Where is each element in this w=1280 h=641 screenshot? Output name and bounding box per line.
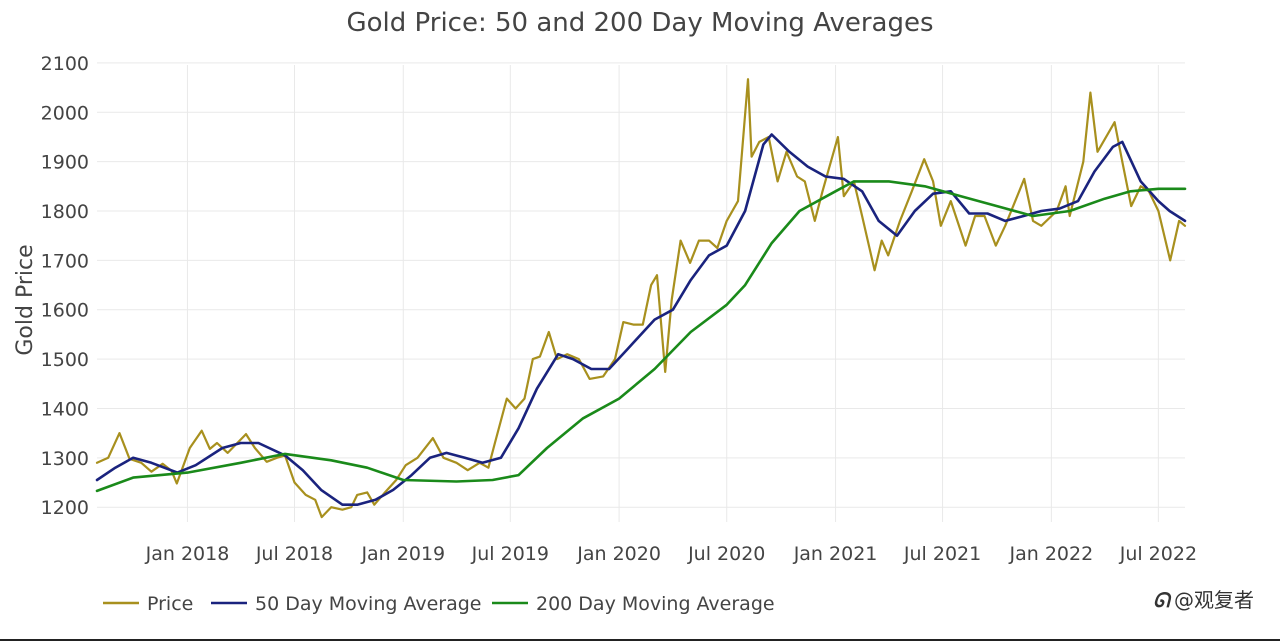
x-axis: Jan 2018 Jul 2018 Jan 2019 Jul 2019 Jan 2020… bbox=[145, 543, 1197, 565]
legend-item-200-day-moving-average[interactable]: 200 Day Moving Average bbox=[492, 593, 775, 615]
series-line-price bbox=[95, 78, 1187, 519]
y-tick-label: 1900 bbox=[41, 152, 89, 174]
y-axis-title: Gold Price bbox=[13, 244, 38, 355]
y-tick-label: 1200 bbox=[41, 497, 89, 519]
plot-area bbox=[95, 78, 1187, 519]
x-tick-label: Jan 2019 bbox=[360, 543, 445, 565]
y-tick-label: 1500 bbox=[41, 349, 89, 371]
y-tick-label: 1400 bbox=[41, 398, 89, 420]
x-tick-label: Jul 2021 bbox=[903, 543, 981, 565]
x-tick-label: Jul 2018 bbox=[255, 543, 333, 565]
watermark: ᘏ @观复者 bbox=[1153, 588, 1254, 612]
series-line-200-day-moving-average bbox=[95, 180, 1187, 493]
x-tick-label: Jul 2022 bbox=[1119, 543, 1197, 565]
y-tick-label: 1300 bbox=[41, 448, 89, 470]
x-tick-label: Jul 2020 bbox=[687, 543, 765, 565]
y-tick-label: 1800 bbox=[41, 201, 89, 223]
y-tick-label: 2000 bbox=[41, 102, 89, 124]
chart-title: Gold Price: 50 and 200 Day Moving Averag… bbox=[346, 8, 933, 38]
y-tick-label: 1700 bbox=[41, 250, 89, 272]
legend-label: 200 Day Moving Average bbox=[536, 593, 775, 615]
x-tick-label: Jan 2020 bbox=[576, 543, 661, 565]
y-axis: 1200 1300 1400 1500 1600 1700 1800 1900 2000 2100 bbox=[41, 53, 89, 519]
x-tick-label: Jan 2022 bbox=[1009, 543, 1094, 565]
grid bbox=[97, 62, 1185, 522]
y-tick-label: 2100 bbox=[41, 53, 89, 75]
legend-item-50-day-moving-average[interactable]: 50 Day Moving Average bbox=[211, 593, 481, 615]
x-tick-label: Jan 2018 bbox=[145, 543, 230, 565]
legend-label: Price bbox=[147, 593, 193, 615]
legend-item-price[interactable]: Price bbox=[103, 593, 193, 615]
x-tick-label: Jan 2021 bbox=[793, 543, 878, 565]
watermark-logo-icon: ᘏ bbox=[1153, 588, 1172, 612]
x-tick-label: Jul 2019 bbox=[471, 543, 549, 565]
legend: Price 50 Day Moving Average 200 Day Moving… bbox=[103, 593, 775, 615]
y-tick-label: 1600 bbox=[41, 300, 89, 322]
series-line-50-day-moving-average bbox=[95, 133, 1187, 506]
watermark-text: @观复者 bbox=[1174, 588, 1254, 612]
legend-label: 50 Day Moving Average bbox=[255, 593, 481, 615]
